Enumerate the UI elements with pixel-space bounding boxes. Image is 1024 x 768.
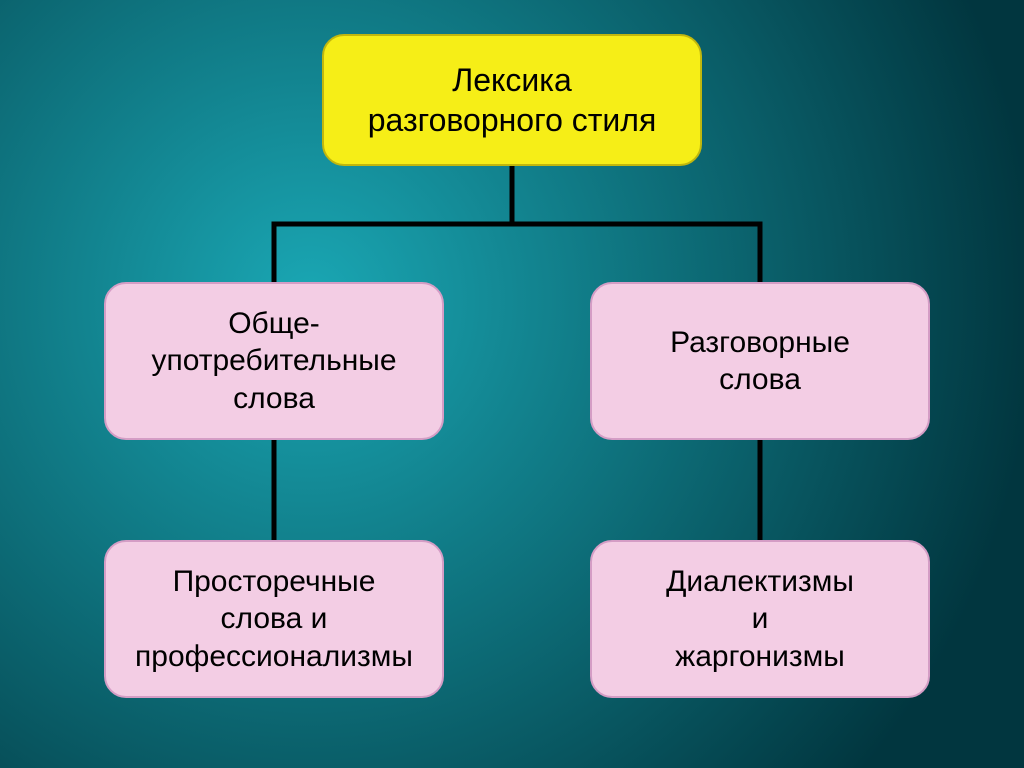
diagram-tree: Лексикаразговорного стиля Обще-употребит… <box>0 0 1024 768</box>
node-left1-label: Обще-употребительныеслова <box>151 305 396 418</box>
node-left1: Обще-употребительныеслова <box>104 282 444 440</box>
node-root: Лексикаразговорного стиля <box>322 34 702 166</box>
node-root-label: Лексикаразговорного стиля <box>368 60 657 140</box>
node-right2-label: Диалектизмыижаргонизмы <box>666 563 854 676</box>
node-right1: Разговорныеслова <box>590 282 930 440</box>
node-right1-label: Разговорныеслова <box>670 324 850 399</box>
node-left2: Просторечныеслова ипрофессионализмы <box>104 540 444 698</box>
node-right2: Диалектизмыижаргонизмы <box>590 540 930 698</box>
node-left2-label: Просторечныеслова ипрофессионализмы <box>135 563 413 676</box>
